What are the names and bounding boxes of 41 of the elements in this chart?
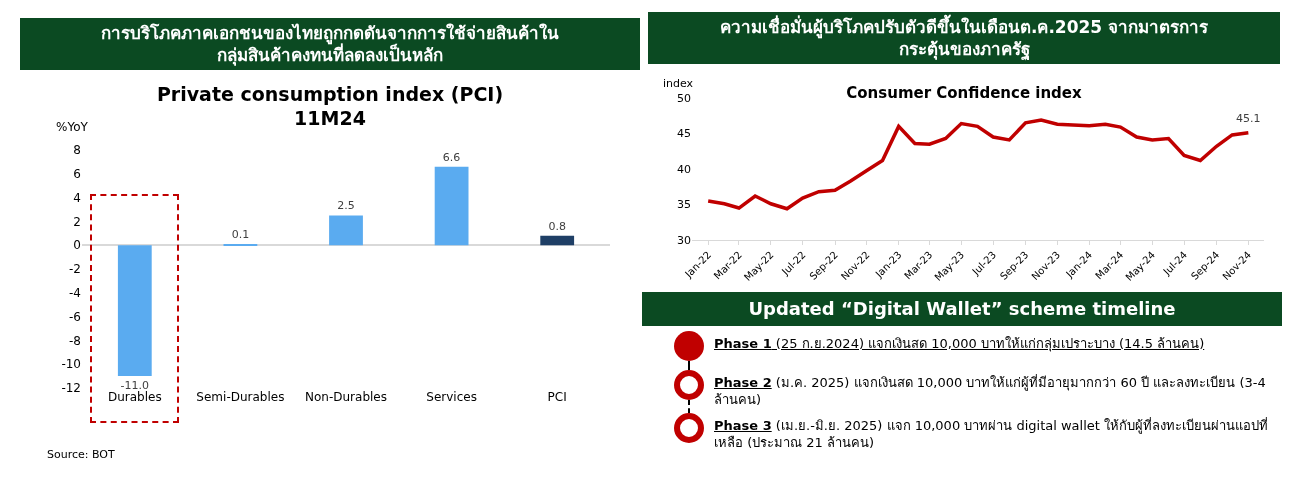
chart-title: ความเชื่อมั่นผู้บริโภคปรับตัวดีขึ้นในเดือนต.ค.2025 จากมาตรการ กระตุ้นของภาครัฐ (648, 12, 1280, 64)
y-tick-label: 2 (73, 214, 81, 229)
x-tick-label: Semi-Durables (196, 390, 285, 404)
x-tick-label: Durables (107, 390, 162, 404)
y-tick-label: 35 (677, 198, 691, 212)
x-tick-label: Services (426, 390, 477, 404)
bar (117, 245, 152, 377)
bar (540, 235, 575, 246)
y-tick-label: -10 (61, 357, 81, 372)
text: Phase 2 (ม.ค. 2025) แจกเงินสด 10,000 บาทให้แก่ผู้ที่มีอายุมากกว่า 60 ปี และลงทะเบียน (3-4 ล้านคน) (713, 374, 1267, 408)
text: Phase 1 (25 ก.ย.2024) แจกเงินสด 10,000 บาทให้แก่กลุ่มเปราะบาง (14.5 ล้านคน) (714, 336, 1205, 351)
data-label: 0.1 (231, 228, 250, 241)
y-axis-title: index (663, 77, 694, 90)
chart-title: การบริโภคภาคเอกชนของไทยถูกกดดันจากการใช้จ่ายสินค้าใน กลุ่มสินค้าคงทนที่ลดลงเป็นหลัก (20, 18, 640, 70)
bar (329, 215, 363, 246)
y-tick-label: -4 (69, 286, 81, 300)
y-tick-label: -12 (61, 381, 81, 396)
x-tick-label: PCI (547, 390, 567, 404)
y-tick-label: -8 (69, 333, 81, 348)
y-tick-label: 8 (73, 143, 81, 158)
bar (434, 166, 469, 246)
chart-subtitle: Consumer Confidence index (846, 84, 1083, 102)
y-tick-label: 4 (73, 190, 81, 205)
annotation: 45.1 (1236, 112, 1261, 125)
text: Phase 3 (เม.ย.-มิ.ย. 2025) แจก 10,000 บาทผ่าน digital wallet ให้กับผู้ที่ลงทะเบียนผ่านแอปที่เหลือ (ประมาณ 21 ล้านคน) (713, 417, 1269, 451)
chart-subtitle: Private consumption index (PCI) 11M24 (156, 82, 504, 130)
data-label: 0.8 (548, 219, 566, 233)
data-label: 2.5 (337, 199, 355, 213)
y-tick-label: -2 (69, 262, 81, 277)
data-label: 6.6 (442, 150, 461, 164)
y-tick-label: 0 (73, 238, 81, 253)
y-tick-label: 30 (677, 233, 691, 247)
y-tick-label: 6 (73, 167, 81, 181)
source-note: Source: BOT (47, 448, 115, 461)
y-tick-label: 40 (677, 162, 691, 176)
y-tick-label: -6 (69, 309, 81, 324)
x-tick-label: Non-Durables (305, 390, 387, 404)
y-axis-title: %YoY (56, 120, 89, 134)
y-tick-label: 50 (677, 91, 691, 105)
text: Updated “Digital Wallet” scheme timeline (642, 292, 1282, 326)
y-tick-label: 45 (677, 127, 691, 141)
